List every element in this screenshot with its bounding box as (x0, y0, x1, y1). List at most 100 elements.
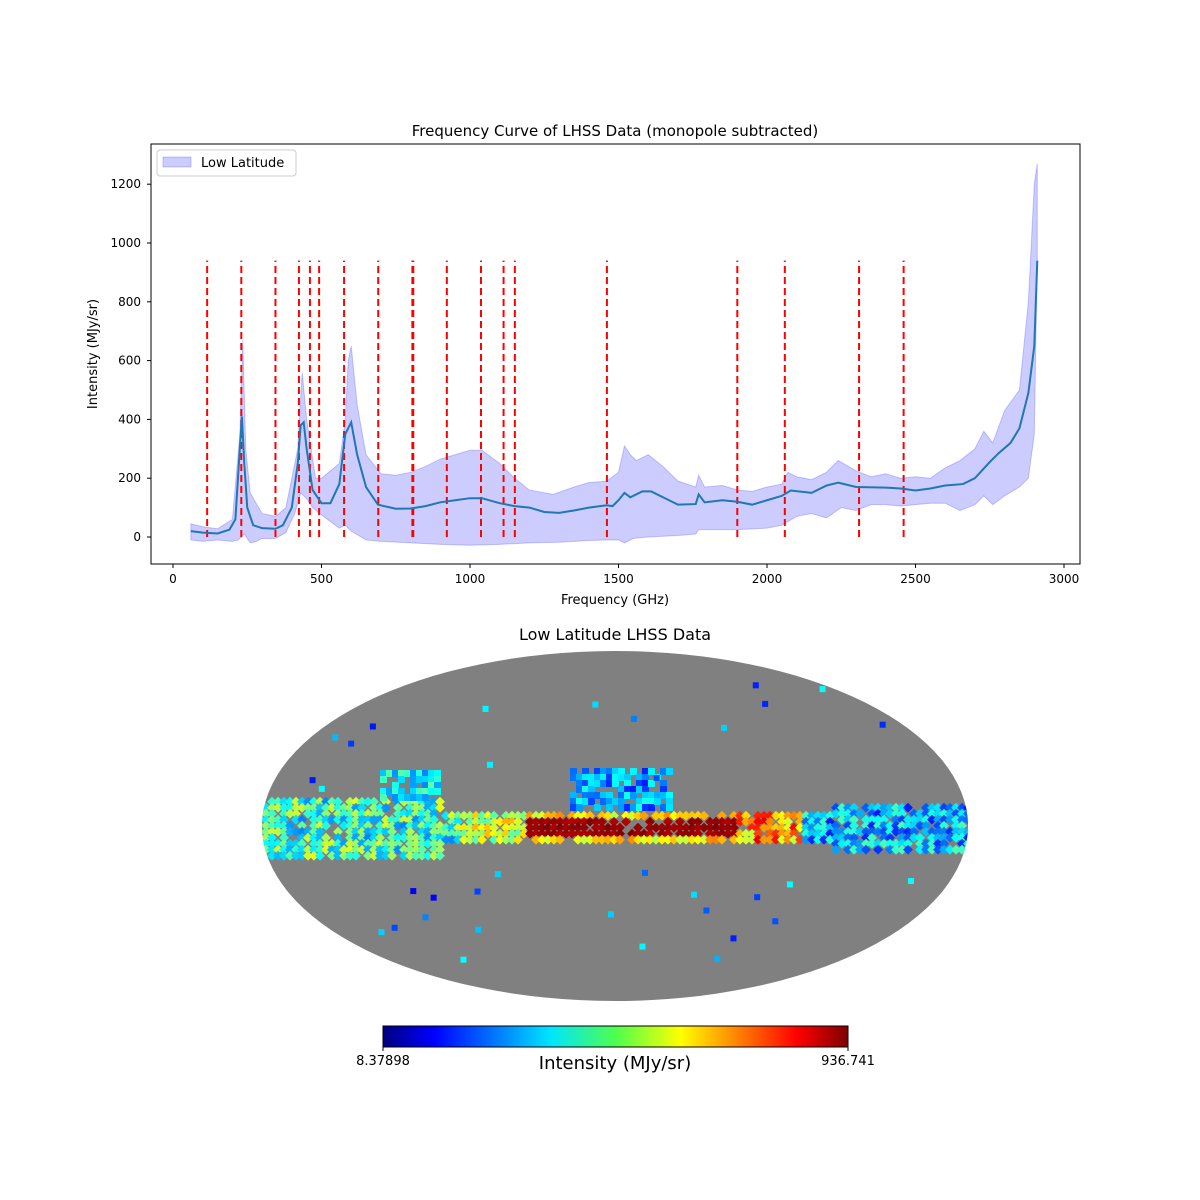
map-pixel (567, 822, 577, 833)
map-pixel (291, 850, 301, 861)
map-pixel (687, 810, 697, 821)
map-pixel (594, 768, 601, 775)
map-pixel (705, 816, 715, 827)
map-pixel (765, 810, 775, 821)
map-pixel (606, 798, 613, 805)
map-pixel (594, 780, 601, 787)
map-pixel (416, 788, 423, 795)
map-pixel (861, 826, 871, 837)
map-pixel (423, 832, 433, 843)
frequency-curve-chart: 0 500 1000 1500 2000 2500 3000 0 200 400 600 800 10… (86, 122, 1081, 608)
map-pixel (435, 820, 445, 831)
map-pixel (663, 816, 673, 827)
map-pixel (819, 828, 829, 839)
map-pixel (327, 844, 337, 855)
map-pixel (915, 808, 925, 819)
map-pixel (867, 802, 877, 813)
map-pixel (618, 774, 625, 781)
x-axis-label: Frequency (GHz) (561, 593, 669, 608)
map-pixel (411, 814, 421, 825)
map-pixel (801, 816, 811, 827)
map-pixel (435, 844, 445, 855)
map-pixel (531, 822, 541, 833)
map-pixel (267, 850, 277, 861)
map-pixel (303, 808, 313, 819)
map-pixel (549, 834, 559, 845)
map-pixel (747, 822, 757, 833)
map-pixel (369, 808, 379, 819)
map-pixel (723, 816, 733, 827)
map-pixel (711, 834, 721, 845)
map-pixel (939, 808, 949, 819)
map-pixel (951, 826, 961, 837)
map-pixel (262, 808, 271, 819)
map-pixel (525, 816, 535, 827)
map-pixel (945, 832, 955, 843)
map-pixel (351, 832, 361, 843)
map-pixel (387, 826, 397, 837)
map-pixel (909, 808, 919, 819)
map-pixel (765, 828, 775, 839)
map-pixel (879, 826, 889, 837)
map-pixel (891, 802, 901, 813)
map-pixel (525, 828, 535, 839)
map-pixel (363, 844, 373, 855)
map-pixel (903, 826, 913, 837)
map-pixel (262, 832, 271, 843)
map-pixel (783, 828, 793, 839)
map-pixel (285, 820, 295, 831)
map-pixel (453, 822, 463, 833)
map-pixel (777, 822, 787, 833)
map-pixel (771, 834, 781, 845)
map-pixel (639, 810, 649, 821)
map-pixel (417, 814, 427, 825)
map-pixel (591, 828, 601, 839)
map-pixel (501, 810, 511, 821)
map-pixel (303, 832, 313, 843)
map-pixel (285, 826, 295, 837)
map-pixel (363, 808, 373, 819)
map-pixel (267, 826, 277, 837)
map-pixel (392, 770, 399, 777)
map-pixel (543, 822, 553, 833)
map-pixel (375, 826, 385, 837)
map-pixel (297, 814, 307, 825)
map-pixel (345, 850, 355, 861)
map-pixel (600, 768, 607, 775)
map-pixel (441, 810, 451, 821)
map-pixel (933, 838, 943, 849)
map-pixel (843, 844, 853, 855)
map-pixel (507, 810, 517, 821)
map-pixel (579, 816, 589, 827)
mean-curve (190, 260, 1039, 535)
map-pixel (561, 828, 571, 839)
map-pixel (867, 820, 877, 831)
map-pixel (843, 838, 853, 849)
map-pixel (879, 832, 889, 843)
colorbar-max-label: 936.741 (821, 1054, 875, 1069)
map-pixel (957, 844, 967, 855)
map-pixel (657, 810, 667, 821)
map-pixel (267, 820, 277, 831)
map-pixel (777, 816, 787, 827)
map-pixel (687, 834, 697, 845)
map-pixel (279, 826, 289, 837)
map-pixel (315, 808, 325, 819)
map-pixel (579, 810, 589, 821)
map-pixel (417, 820, 427, 831)
map-pixel (369, 796, 379, 807)
map-pixel (363, 832, 373, 843)
map-pixel (386, 770, 393, 777)
map-pixel (927, 814, 937, 825)
map-pixel (315, 820, 325, 831)
map-pixel (795, 810, 805, 821)
map-pixel (549, 816, 559, 827)
map-pixel (772, 918, 779, 925)
map-pixel (393, 796, 403, 807)
legend-box (156, 149, 297, 177)
map-pixel (609, 828, 619, 839)
colorbar-min-label: 8.37898 (356, 1054, 410, 1069)
map-pixel (588, 786, 595, 793)
map-pixel (660, 792, 667, 799)
map-pixel (471, 834, 481, 845)
